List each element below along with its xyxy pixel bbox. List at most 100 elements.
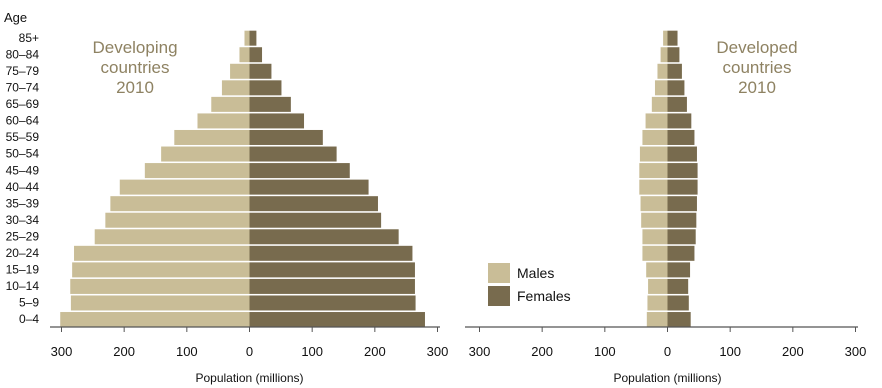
bar-males bbox=[244, 30, 250, 46]
age-labels: 0–4 5–9 10–14 15–19 20–24 25–29 30–34 35–39 40–4… bbox=[6, 31, 40, 326]
bar-males bbox=[641, 212, 668, 228]
x-tick-label: 100 bbox=[594, 344, 616, 359]
bar-males bbox=[211, 96, 250, 112]
x-tick-label: 100 bbox=[719, 344, 741, 359]
x-tick-label: 0 bbox=[246, 344, 253, 359]
bar-females bbox=[667, 262, 691, 278]
bar-females bbox=[249, 129, 323, 145]
legend: Males Females bbox=[488, 263, 571, 306]
bar-females bbox=[667, 278, 689, 294]
developed-countries-panel: 300 200 100 0 100 200 300 Population (millions)… bbox=[465, 30, 867, 385]
x-tick-label: 200 bbox=[364, 344, 386, 359]
bar-males bbox=[110, 196, 250, 212]
bar-females bbox=[667, 63, 682, 79]
bar-males bbox=[642, 245, 668, 261]
bar-females bbox=[249, 163, 350, 179]
bar-females bbox=[249, 262, 415, 278]
bar-females bbox=[249, 96, 291, 112]
bar-males bbox=[174, 129, 250, 145]
age-axis-label: Age bbox=[4, 10, 27, 25]
bar-males bbox=[105, 212, 250, 228]
age-label: 5–9 bbox=[19, 296, 39, 310]
bar-females bbox=[667, 229, 696, 245]
bar-females bbox=[667, 245, 695, 261]
legend-swatch-females bbox=[488, 286, 510, 306]
age-label: 80–84 bbox=[6, 47, 40, 61]
bar-females bbox=[249, 30, 257, 46]
bar-females bbox=[667, 129, 695, 145]
bar-females bbox=[667, 179, 698, 195]
x-tick-label: 300 bbox=[427, 344, 449, 359]
x-axis-label: Population (millions) bbox=[613, 371, 721, 385]
bar-males bbox=[94, 229, 250, 245]
age-label: 0–4 bbox=[19, 312, 39, 326]
bar-males bbox=[642, 129, 668, 145]
bar-females bbox=[249, 312, 425, 328]
bar-females bbox=[249, 113, 305, 129]
bar-males bbox=[639, 146, 668, 162]
x-tick-label: 200 bbox=[113, 344, 135, 359]
age-label: 20–24 bbox=[6, 246, 40, 260]
panel-title: Developing countries 2010 bbox=[92, 38, 177, 97]
bar-females bbox=[249, 80, 282, 96]
bar-females bbox=[667, 312, 691, 328]
bar-males bbox=[119, 179, 250, 195]
bar-males bbox=[230, 63, 250, 79]
age-label: 35–39 bbox=[6, 196, 40, 210]
bar-females bbox=[249, 196, 378, 212]
age-label: 10–14 bbox=[6, 279, 40, 293]
age-label: 50–54 bbox=[6, 147, 40, 161]
bar-males bbox=[72, 262, 250, 278]
bar-males bbox=[239, 47, 250, 63]
bar-males bbox=[646, 312, 668, 328]
x-tick-label: 100 bbox=[301, 344, 323, 359]
legend-swatch-males bbox=[488, 263, 510, 283]
bar-males bbox=[144, 163, 250, 179]
age-label: 85+ bbox=[19, 31, 39, 45]
bar-males bbox=[639, 163, 668, 179]
bar-females bbox=[667, 30, 678, 46]
x-axis-label: Population (millions) bbox=[195, 371, 303, 385]
age-label: 70–74 bbox=[6, 81, 40, 95]
bar-females bbox=[249, 146, 337, 162]
bar-males bbox=[161, 146, 250, 162]
x-tick-label: 300 bbox=[845, 344, 867, 359]
bar-males bbox=[70, 295, 250, 311]
bar-males bbox=[654, 80, 668, 96]
age-label: 55–59 bbox=[6, 130, 40, 144]
bar-males bbox=[60, 312, 250, 328]
bar-males bbox=[221, 80, 250, 96]
panel-title: Developed countries 2010 bbox=[716, 38, 797, 97]
bar-males bbox=[646, 262, 668, 278]
age-label: 40–44 bbox=[6, 180, 40, 194]
panel-title-line: 2010 bbox=[738, 78, 776, 97]
age-label: 15–19 bbox=[6, 263, 40, 277]
bar-females bbox=[667, 47, 680, 63]
bar-males bbox=[647, 295, 668, 311]
bar-females bbox=[667, 146, 697, 162]
bar-females bbox=[667, 113, 692, 129]
age-label: 30–34 bbox=[6, 213, 40, 227]
bar-females bbox=[249, 47, 263, 63]
x-tick-label: 300 bbox=[51, 344, 73, 359]
bar-females bbox=[249, 295, 416, 311]
developing-countries-panel: 300 200 100 0 100 200 300 Population (millions)… bbox=[50, 30, 449, 385]
panel-title-line: 2010 bbox=[116, 78, 154, 97]
x-tick-label: 300 bbox=[469, 344, 491, 359]
panel-title-line: countries bbox=[723, 58, 792, 77]
legend-label-females: Females bbox=[517, 288, 571, 304]
bar-males bbox=[663, 30, 668, 46]
age-label: 60–64 bbox=[6, 114, 40, 128]
bar-males bbox=[70, 278, 250, 294]
panel-title-line: Developing bbox=[92, 38, 177, 57]
bar-males bbox=[642, 229, 668, 245]
bar-males bbox=[651, 96, 668, 112]
bar-females bbox=[667, 295, 689, 311]
bar-females bbox=[249, 245, 413, 261]
bar-males bbox=[660, 47, 668, 63]
x-tick-label: 100 bbox=[176, 344, 198, 359]
bar-females bbox=[667, 163, 698, 179]
bar-males bbox=[648, 278, 668, 294]
bar-females bbox=[667, 80, 685, 96]
